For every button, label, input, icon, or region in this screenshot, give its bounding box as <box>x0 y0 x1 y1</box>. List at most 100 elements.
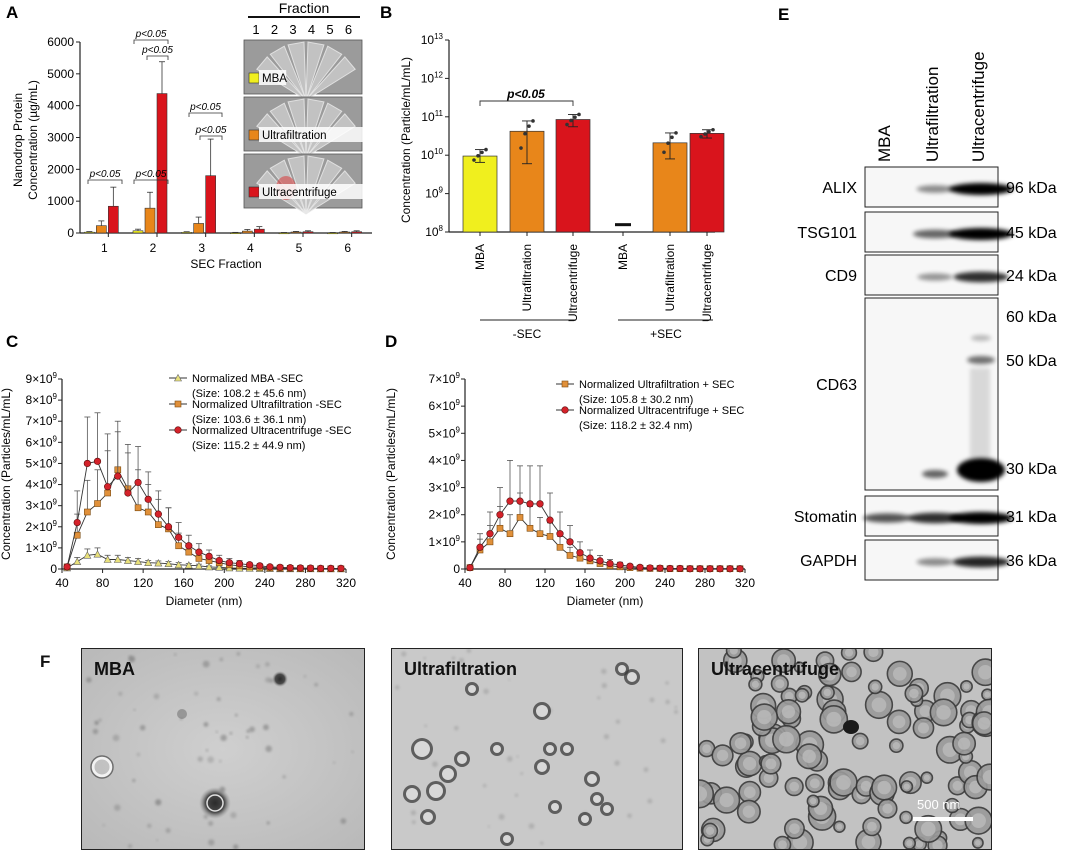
blot-band <box>952 556 1010 568</box>
em-vesicle-core <box>536 705 548 717</box>
em-vesicle-core <box>963 683 970 690</box>
em-vesicle-core <box>920 821 936 837</box>
em-vesicle-core <box>457 754 467 764</box>
data-point <box>536 500 544 508</box>
bar-ultrafiltration <box>242 230 253 234</box>
micrograph-ultrafiltration: Ultrafiltration <box>391 648 683 850</box>
y-tick-label: 1011 <box>421 109 443 124</box>
x-tick-label: Ultracentrifuge <box>700 244 714 322</box>
data-point <box>174 560 183 569</box>
em-particle <box>177 709 187 719</box>
data-point <box>215 556 223 565</box>
data-point <box>155 521 162 528</box>
x-tick-label: 40 <box>458 576 472 590</box>
em-debris <box>203 722 209 727</box>
group-label: +SEC <box>650 327 682 341</box>
em-debris <box>482 783 487 788</box>
bar <box>462 155 498 233</box>
em-debris <box>202 660 210 668</box>
data-point <box>703 132 707 136</box>
data-point <box>194 561 203 570</box>
blot-protein-label: CD63 <box>816 377 857 394</box>
em-debris <box>219 759 222 763</box>
em-vesicle-core <box>957 737 971 750</box>
em-debris <box>102 824 105 827</box>
em-debris <box>174 653 177 656</box>
em-debris <box>614 760 620 766</box>
x-tick-label: 200 <box>214 576 234 590</box>
em-debris <box>246 729 250 733</box>
data-point <box>646 564 654 572</box>
legend-label: Normalized Ultracentrifuge -SEC <box>192 425 352 437</box>
em-vesicle-core <box>618 665 626 673</box>
data-point <box>184 561 193 569</box>
em-debris <box>660 738 666 744</box>
y-tick-label: 3×109 <box>26 498 58 513</box>
em-vesicle-core <box>919 705 932 717</box>
em-vesicle-core <box>551 803 559 811</box>
em-vesicle-core <box>982 769 991 785</box>
y-tick-label: 2000 <box>47 162 74 176</box>
x-tick-label: 80 <box>498 576 512 590</box>
em-vesicle-core <box>809 778 820 789</box>
em-vesicle-core <box>892 742 900 750</box>
data-point <box>706 565 714 573</box>
em-debris <box>216 697 221 702</box>
em-vesicle-core <box>742 805 756 818</box>
data-point <box>506 497 514 505</box>
panel-c-chart: C 0 1×109 2×109 3×109 4×109 5×109 6×109 7×109 8×… <box>0 332 356 608</box>
em-debris <box>215 730 218 733</box>
y-tick-label: 1013 <box>421 32 444 47</box>
data-point <box>556 543 564 551</box>
em-debris <box>514 793 519 797</box>
data-point <box>569 118 573 123</box>
y-tick-label: 2×109 <box>429 507 461 522</box>
em-vesicle-core <box>743 786 756 799</box>
data-point <box>546 516 554 524</box>
inset-label: MBA <box>262 73 287 85</box>
data-point <box>164 523 173 531</box>
em-debris <box>615 719 621 724</box>
em-debris <box>249 726 255 733</box>
inset-label: Ultracentrifuge <box>262 187 337 199</box>
series-line <box>66 460 341 569</box>
em-debris <box>234 713 238 717</box>
micrograph-mba-image <box>82 649 364 849</box>
data-point <box>636 563 644 571</box>
em-vesicle-core <box>778 840 787 849</box>
data-point <box>185 542 193 550</box>
inset-fraction-label: 2 <box>271 22 278 37</box>
data-point <box>104 489 111 497</box>
em-debris <box>165 828 171 834</box>
em-vesicle-core <box>593 795 601 803</box>
em-debris <box>236 652 241 656</box>
em-vesicle-core <box>796 664 803 671</box>
em-vesicle-core <box>932 840 943 849</box>
em-vesicle-core <box>468 685 476 693</box>
blot-band <box>916 185 954 193</box>
data-point <box>476 543 484 551</box>
em-debris <box>197 756 203 762</box>
panel-letter-c: C <box>6 332 18 351</box>
em-vesicle-core <box>917 722 930 734</box>
data-point <box>486 530 494 538</box>
panel-letter-e: E <box>778 5 789 24</box>
em-vesicle-core <box>414 741 430 757</box>
em-debris <box>601 682 607 689</box>
data-point <box>519 146 523 150</box>
blot-kda-label: 30 kDa <box>1006 461 1057 478</box>
panel-f: F MBA Ultrafiltration Ultracentrifuge 50… <box>0 640 1072 855</box>
em-debris <box>454 725 459 731</box>
em-vesicle-core <box>810 797 817 805</box>
data-point <box>676 564 684 573</box>
data-point <box>546 533 554 540</box>
data-point <box>674 131 678 135</box>
data-point <box>246 561 254 569</box>
x-axis-label: Diameter (nm) <box>567 594 644 608</box>
x-tick-label: 4 <box>247 241 254 255</box>
em-vesicle-core <box>699 786 708 802</box>
data-point <box>586 554 594 562</box>
blot-band <box>971 335 991 341</box>
em-debris <box>118 691 123 696</box>
data-point <box>566 552 574 559</box>
